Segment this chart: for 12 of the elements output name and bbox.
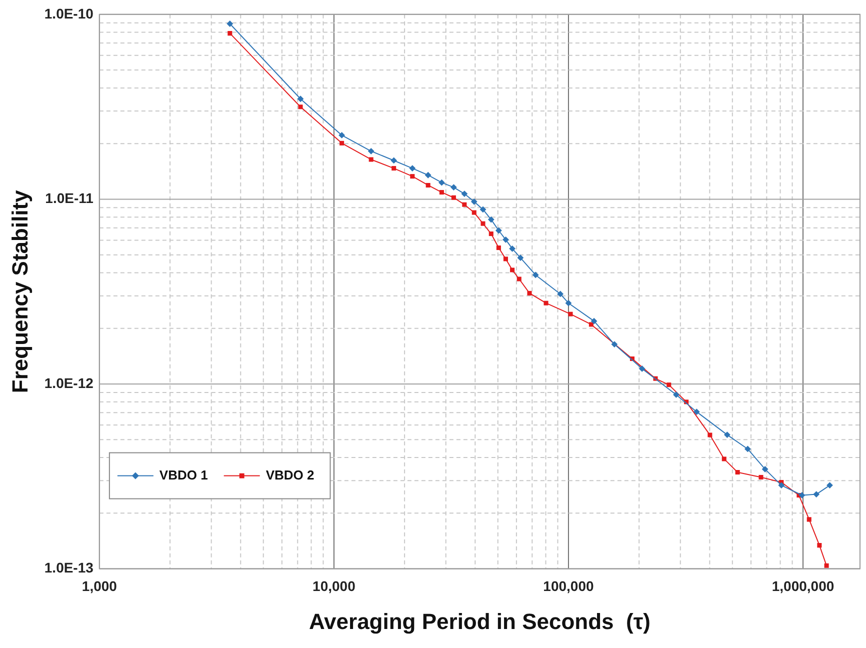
y-tick-label: 1.0E-12 xyxy=(44,374,94,391)
legend-label: VBDO 1 xyxy=(159,467,208,482)
legend-label: VBDO 2 xyxy=(266,467,314,482)
x-tick-label: 10,000 xyxy=(312,578,356,594)
y-tick-label: 1.0E-11 xyxy=(45,190,94,206)
y-tick-label: 1.0E-13 xyxy=(44,560,94,576)
x-axis-title: Averaging Period in Seconds (τ) xyxy=(308,608,650,634)
x-tick-label: 1,000 xyxy=(82,578,118,594)
y-tick-label: 1.0E-10 xyxy=(44,5,94,22)
y-axis-title: Frequency Stability xyxy=(7,189,32,394)
x-tick-label: 1,000,000 xyxy=(772,578,834,594)
x-tick-label: 100,000 xyxy=(543,578,594,594)
